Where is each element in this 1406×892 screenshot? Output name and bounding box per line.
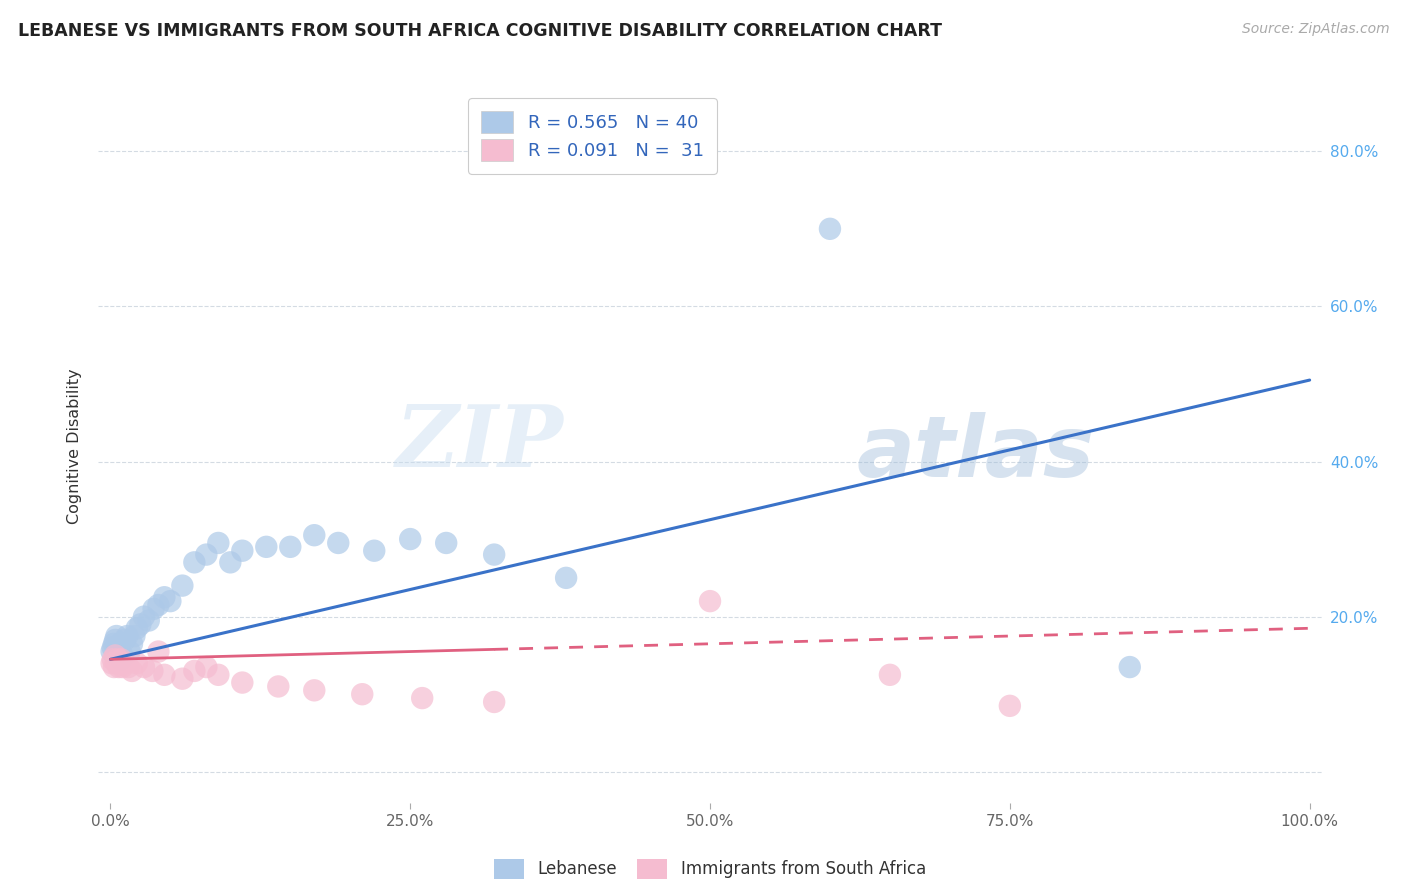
Point xyxy=(132,609,155,624)
Point xyxy=(818,222,841,236)
Point xyxy=(555,571,578,585)
Point xyxy=(107,652,129,666)
Point xyxy=(195,548,218,562)
Point xyxy=(100,656,122,670)
Point xyxy=(267,680,290,694)
Point xyxy=(101,640,124,655)
Point xyxy=(172,672,194,686)
Point xyxy=(148,598,170,612)
Point xyxy=(172,579,194,593)
Point xyxy=(121,637,143,651)
Point xyxy=(124,629,146,643)
Point xyxy=(148,644,170,658)
Point xyxy=(105,656,128,670)
Point xyxy=(998,698,1021,713)
Point xyxy=(142,602,165,616)
Point xyxy=(114,656,136,670)
Point xyxy=(141,664,163,678)
Point xyxy=(434,536,457,550)
Point xyxy=(482,548,505,562)
Point xyxy=(108,656,131,670)
Text: atlas: atlas xyxy=(856,411,1095,495)
Point xyxy=(104,648,127,663)
Legend: Lebanese, Immigrants from South Africa: Lebanese, Immigrants from South Africa xyxy=(486,850,934,888)
Point xyxy=(111,660,134,674)
Point xyxy=(159,594,181,608)
Point xyxy=(110,652,132,666)
Text: Source: ZipAtlas.com: Source: ZipAtlas.com xyxy=(1241,22,1389,37)
Point xyxy=(231,675,253,690)
Point xyxy=(100,644,122,658)
Point xyxy=(1119,660,1142,674)
Point xyxy=(108,660,129,674)
Point xyxy=(125,621,148,635)
Point xyxy=(111,648,134,663)
Text: LEBANESE VS IMMIGRANTS FROM SOUTH AFRICA COGNITIVE DISABILITY CORRELATION CHART: LEBANESE VS IMMIGRANTS FROM SOUTH AFRICA… xyxy=(18,22,942,40)
Point xyxy=(352,687,374,701)
Point xyxy=(105,629,128,643)
Point xyxy=(103,660,125,674)
Point xyxy=(231,543,253,558)
Point xyxy=(115,629,138,643)
Point xyxy=(183,664,205,678)
Y-axis label: Cognitive Disability: Cognitive Disability xyxy=(67,368,83,524)
Point xyxy=(132,660,155,674)
Point xyxy=(108,640,129,655)
Point xyxy=(107,644,129,658)
Point xyxy=(118,644,141,658)
Point xyxy=(153,591,176,605)
Point xyxy=(207,536,229,550)
Point xyxy=(207,668,229,682)
Point xyxy=(117,660,139,674)
Point xyxy=(110,652,132,666)
Point xyxy=(108,637,131,651)
Point xyxy=(219,555,242,569)
Point xyxy=(879,668,901,682)
Point xyxy=(482,695,505,709)
Point xyxy=(328,536,350,550)
Point xyxy=(101,652,124,666)
Point xyxy=(254,540,277,554)
Point xyxy=(121,664,143,678)
Point xyxy=(278,540,301,554)
Point xyxy=(183,555,205,569)
Point xyxy=(129,617,152,632)
Point xyxy=(153,668,176,682)
Point xyxy=(304,528,326,542)
Point xyxy=(411,691,433,706)
Point xyxy=(138,614,160,628)
Text: ZIP: ZIP xyxy=(395,401,564,484)
Point xyxy=(103,637,125,651)
Point xyxy=(699,594,721,608)
Point xyxy=(363,543,385,558)
Point xyxy=(195,660,218,674)
Point xyxy=(304,683,326,698)
Point xyxy=(104,632,127,647)
Point xyxy=(399,532,422,546)
Point xyxy=(125,656,148,670)
Point xyxy=(114,632,136,647)
